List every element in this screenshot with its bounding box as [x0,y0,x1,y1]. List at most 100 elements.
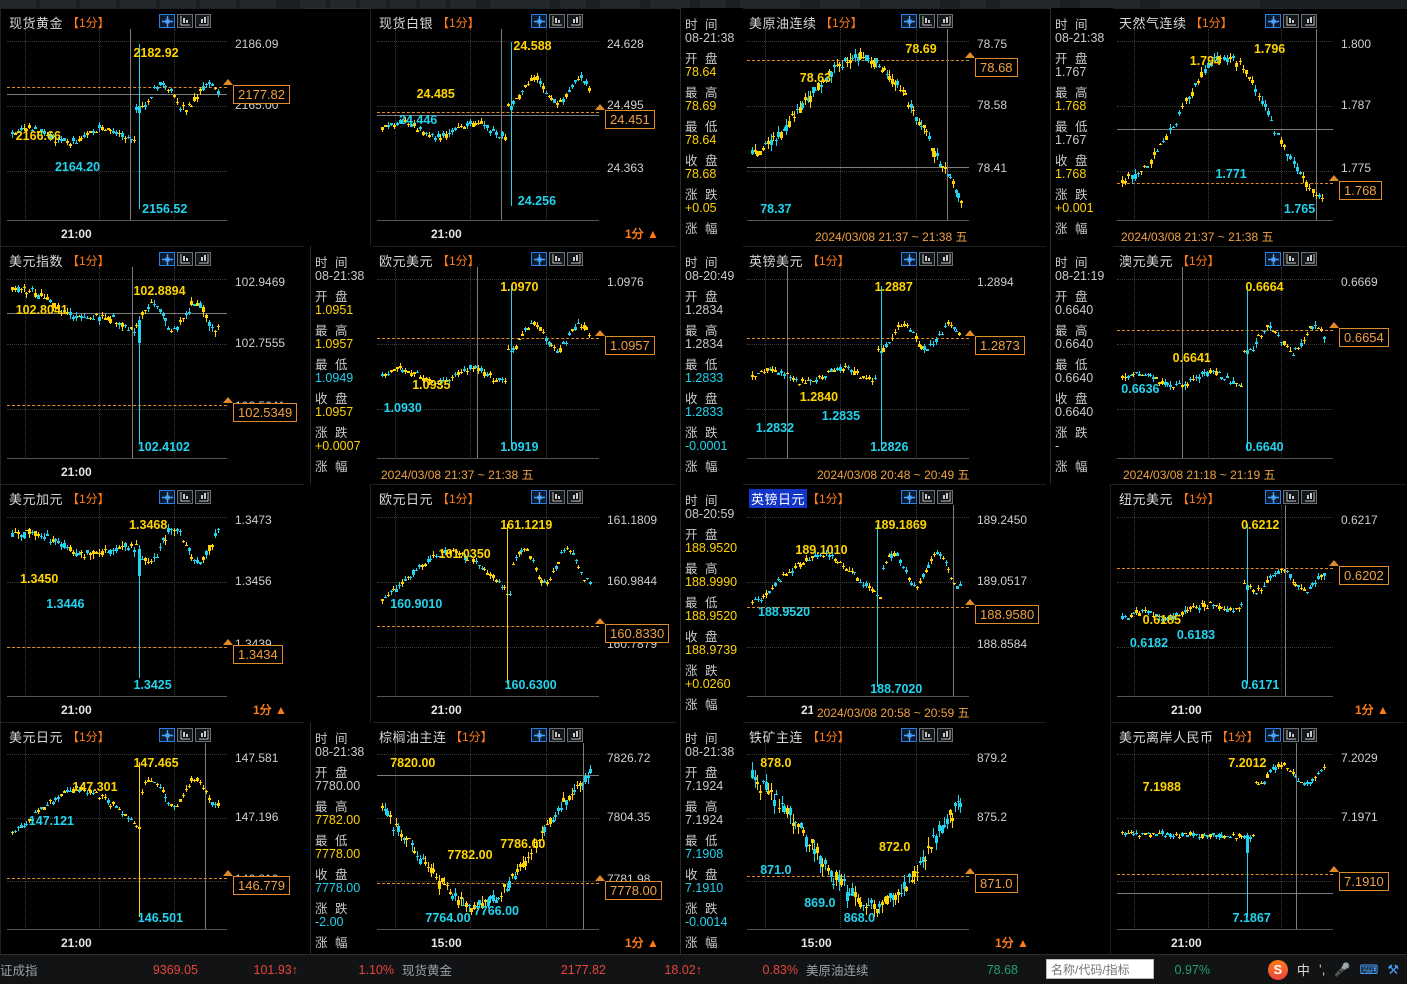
panel-title[interactable]: 美元加元 [9,489,63,508]
chart-canvas[interactable] [741,9,973,246]
last-price-badge[interactable]: 0.6202 [1339,566,1389,586]
panel-title[interactable]: 欧元日元 [379,489,433,508]
panel-period[interactable]: 【1分】 [1190,16,1233,30]
toolbar-button[interactable] [0,0,36,8]
panel-title[interactable]: 现货白银 [379,13,433,32]
right-scale-icon[interactable] [567,490,583,504]
crosshair-icon[interactable] [159,490,175,504]
last-price-badge[interactable]: 0.6654 [1339,328,1389,348]
crosshair-icon[interactable] [901,252,917,266]
panel-period[interactable]: 【1分】 [67,254,110,268]
chart-cell[interactable]: 澳元美元【1分】0.66690.663320.66640.66410.66400… [1110,246,1406,484]
chart-plot[interactable] [1117,743,1333,930]
panel-title[interactable]: 棕榈油主连 [379,727,447,746]
toolbar-button[interactable] [40,0,76,8]
panel-period[interactable]: 【1分】 [820,16,863,30]
panel-period[interactable]: 【1分】 [807,492,850,506]
toolbar-button[interactable] [740,0,800,8]
panel-title[interactable]: 澳元美元 [1119,251,1173,270]
chart-cell[interactable]: 欧元日元 【1分】 161.1809 160.9844 160.7879 21:00 161… [370,484,676,722]
chart-cell[interactable]: 美元指数【1分】102.9469102.7555102.564121:00102… [0,246,304,484]
toolbar-button[interactable] [200,0,236,8]
panel-tool-icons[interactable] [901,252,953,266]
toolbar-button[interactable] [1160,0,1260,8]
toolbar-button[interactable] [240,0,276,8]
panel-tool-icons[interactable] [159,14,211,28]
status-quote-item[interactable]: 现货黄金 2177.82 18.02↑ 0.83% [394,960,798,979]
panel-title[interactable]: 欧元美元 [379,251,433,270]
chart-panel[interactable]: 美元指数【1分】102.9469102.7555102.564121:00102… [0,246,304,484]
right-scale-icon[interactable] [937,490,953,504]
chart-plot[interactable] [377,743,599,930]
status-quote-item[interactable]: 证成指 9369.05 101.93↑ 1.10% [0,960,394,979]
right-scale-icon[interactable] [937,728,953,742]
crosshair-icon[interactable] [1265,490,1281,504]
panel-tool-icons[interactable] [531,14,583,28]
panel-title[interactable]: 现货黄金 [9,13,63,32]
last-price-badge[interactable]: 1.3434 [233,645,283,665]
chart-panel[interactable]: 现货黄金 【1分】 2186.09 2165.00 21:00 2182.92 2166.6… [0,8,304,246]
right-scale-icon[interactable] [1301,728,1317,742]
right-scale-icon[interactable] [195,728,211,742]
toolbar-button[interactable] [1080,0,1140,8]
right-scale-icon[interactable] [1301,252,1317,266]
chart-plot[interactable] [377,505,599,697]
panel-tool-icons[interactable] [1265,490,1317,504]
chart-plot[interactable] [1117,505,1333,697]
chart-cell[interactable]: 棕榈油主连 【1分】 7826.72 7804.35 7781.98 15:00 7820.… [370,722,676,955]
chart-canvas[interactable] [1111,723,1337,955]
last-price-badge[interactable]: 24.451 [605,109,655,129]
toolbar-button[interactable] [1000,0,1060,8]
chart-cell[interactable]: 美原油连续 【1分】 78.75 78.58 78.41 78.69 78.63 78.37 7… [740,8,1046,246]
last-price-badge[interactable]: 1.2873 [975,336,1025,356]
last-price-badge[interactable]: 146.779 [233,875,290,895]
period-badge[interactable]: 1分 ▲ [253,703,287,717]
last-price-badge[interactable]: 871.0 [975,873,1018,893]
panel-tool-icons[interactable] [531,728,583,742]
left-scale-icon[interactable] [919,252,935,266]
chart-cell[interactable]: 美元离岸人民币【1分】7.20297.19717.191421:007.2012… [1110,722,1406,955]
chart-panel[interactable]: 欧元美元【1分】1.09761.093521:001.09701.09351.0… [370,246,676,484]
chart-cell[interactable]: 现货白银 【1分】 24.628 24.495 24.363 21:00 24.588 24.… [370,8,676,246]
chart-cell[interactable]: 欧元美元【1分】1.09761.093521:001.09701.09351.0… [370,246,676,484]
chart-canvas[interactable] [1111,485,1337,722]
toolbar-button[interactable] [560,0,586,8]
panel-tool-icons[interactable] [901,490,953,504]
period-badge[interactable]: 1分 ▲ [625,227,659,241]
crosshair-icon[interactable] [1265,14,1281,28]
crosshair-icon[interactable] [159,728,175,742]
panel-title[interactable]: 英镑日元 [749,489,808,508]
toolbar-button[interactable] [450,0,476,8]
panel-tool-icons[interactable] [901,728,953,742]
toolbar-button[interactable] [820,0,860,8]
right-scale-icon[interactable] [937,14,953,28]
period-badge[interactable]: 1分 ▲ [625,936,659,950]
panel-period[interactable]: 【1分】 [1177,492,1220,506]
left-scale-icon[interactable] [1283,252,1299,266]
left-scale-icon[interactable] [549,252,565,266]
chart-plot[interactable] [377,267,599,459]
sogou-logo-icon[interactable]: S [1267,959,1288,980]
chart-plot[interactable] [7,743,227,930]
right-scale-icon[interactable] [567,14,583,28]
left-scale-icon[interactable] [919,490,935,504]
chart-canvas[interactable] [1,723,231,955]
toolbar-button[interactable] [160,0,196,8]
chart-plot[interactable] [377,29,599,221]
last-price-badge[interactable]: 102.5349 [233,403,298,423]
chart-canvas[interactable] [371,247,603,484]
last-price-badge[interactable]: 7.1910 [1339,871,1389,891]
chart-panel[interactable]: 美元日元【1分】147.581147.196146.81021:00147.46… [0,722,304,955]
last-price-badge[interactable]: 1.768 [1339,180,1382,200]
panel-title[interactable]: 纽元美元 [1119,489,1173,508]
chart-canvas[interactable] [741,723,973,955]
chart-canvas[interactable] [371,723,603,955]
chart-plot[interactable] [747,29,969,221]
toolbar-button[interactable] [650,0,690,8]
panel-title[interactable]: 铁矿主连 [749,727,803,746]
left-scale-icon[interactable] [1283,490,1299,504]
right-scale-icon[interactable] [195,490,211,504]
last-price-badge[interactable]: 7778.00 [605,881,662,901]
toolbar-button[interactable] [330,0,356,8]
chart-cell[interactable]: 英镑日元【1分】189.2450189.0517188.858421:00189… [740,484,1046,722]
